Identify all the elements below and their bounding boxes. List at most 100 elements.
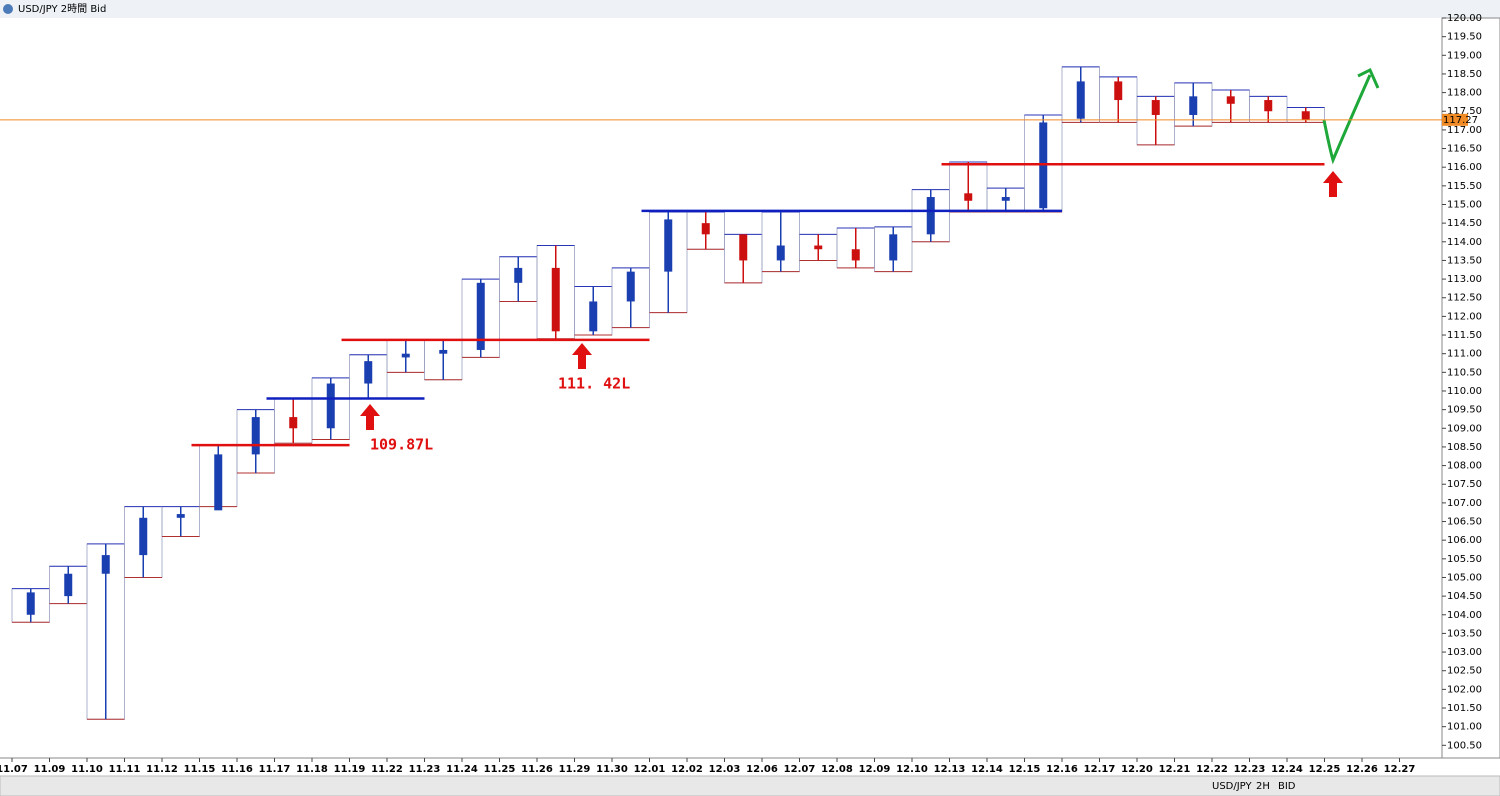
y-tick-label: 106.00 [1447,535,1482,546]
x-tick-label: 12.25 [1309,764,1341,775]
x-tick-label: 12.08 [821,764,853,775]
candle-body [776,245,785,261]
candle-body [1264,100,1273,112]
y-tick-label: 113.00 [1447,274,1482,285]
candle-body [1226,96,1235,104]
candle-body [589,301,598,332]
y-tick-label: 120.00 [1447,13,1482,24]
y-tick-label: 115.50 [1447,181,1482,192]
x-tick-label: 12.13 [934,764,966,775]
candle-body [851,249,860,261]
y-tick-label: 102.00 [1447,684,1482,695]
forecast-arrow-head [1357,67,1380,89]
symbol-select[interactable]: USD/JPY [1212,781,1252,792]
x-tick-label: 12.22 [1196,764,1228,775]
y-tick-label: 101.50 [1447,703,1482,714]
candle-body [514,267,523,283]
candle-body [476,282,485,350]
candle-body [251,417,260,455]
candle-body [139,517,148,556]
candle-body [289,417,298,429]
x-tick-label: 11.09 [34,764,66,775]
y-tick-label: 107.00 [1447,498,1482,509]
y-tick-label: 118.50 [1447,69,1482,80]
candle-body [701,223,710,235]
y-tick-label: 114.00 [1447,237,1482,248]
y-tick-label: 116.00 [1447,162,1482,173]
y-tick-label: 112.00 [1447,311,1482,322]
y-tick-label: 110.50 [1447,367,1482,378]
y-tick-label: 116.50 [1447,144,1482,155]
x-tick-label: 12.03 [709,764,741,775]
candle-body [101,555,110,574]
candle-body [626,271,635,302]
y-tick-label: 104.00 [1447,610,1482,621]
y-tick-label: 109.00 [1447,423,1482,434]
y-tick-label: 110.00 [1447,386,1482,397]
x-tick-label: 11.10 [71,764,103,775]
y-tick-label: 117.00 [1447,125,1482,136]
plot [11,66,1325,720]
x-tick-label: 11.24 [446,764,478,775]
candle-body [739,234,748,261]
title-bar [0,0,1500,18]
candle-body [1001,197,1010,201]
y-tick-label: 103.00 [1447,647,1482,658]
x-tick-label: 12.24 [1271,764,1303,775]
y-tick-label: 109.50 [1447,405,1482,416]
x-tick-label: 11.18 [296,764,328,775]
x-tick-label: 12.07 [784,764,816,775]
y-tick-label: 108.50 [1447,442,1482,453]
x-tick-label: 12.23 [1234,764,1266,775]
y-tick-label: 106.50 [1447,517,1482,528]
x-tick-label: 11.23 [409,764,441,775]
x-tick-label: 11.11 [109,764,141,775]
candle-body [401,353,410,358]
x-tick-label: 12.21 [1159,764,1191,775]
y-tick-label: 111.00 [1447,349,1482,360]
timeframe-select[interactable]: 2H [1256,781,1270,792]
y-tick-label: 105.50 [1447,554,1482,565]
x-tick-label: 11.29 [559,764,591,775]
candle-body [176,514,185,518]
y-tick-label: 119.00 [1447,50,1482,61]
x-tick-label: 12.17 [1084,764,1116,775]
y-tick-label: 111.50 [1447,330,1482,341]
x-tick-label: 11.12 [146,764,178,775]
x-tick-label: 12.09 [859,764,891,775]
x-tick-label: 11.07 [0,764,28,775]
x-tick-label: 11.16 [221,764,253,775]
y-tick-label: 108.00 [1447,461,1482,472]
candle-body [26,592,35,615]
x-tick-label: 12.06 [746,764,778,775]
candle-body [364,361,373,384]
annotation: 109.87L [370,436,433,454]
x-tick-label: 12.27 [1384,764,1416,775]
window-title: USD/JPY 2時間 Bid [18,3,106,15]
arrow-up [1323,171,1343,197]
candle-body [1114,81,1123,101]
y-tick-label: 104.50 [1447,591,1482,602]
candle-body [664,219,673,272]
x-tick-label: 12.15 [1009,764,1041,775]
x-tick-label: 11.19 [334,764,366,775]
forecast-arrow [1322,74,1372,165]
y-tick-label: 117.50 [1447,106,1482,117]
x-tick-label: 12.14 [971,764,1003,775]
toolbar [0,775,1500,796]
price-type-select[interactable]: BID [1278,781,1296,792]
y-tick-label: 100.50 [1447,740,1482,751]
x-tick-label: 12.10 [896,764,928,775]
x-tick-label: 11.15 [184,764,216,775]
y-tick-label: 114.50 [1447,218,1482,229]
annotation: 111. 42L [558,375,630,393]
y-tick-label: 101.00 [1447,722,1482,733]
y-tick-label: 103.50 [1447,628,1482,639]
candle-body [964,193,973,201]
candle-body [439,349,448,354]
x-tick-label: 12.02 [671,764,703,775]
current-price-tag [1442,113,1468,126]
y-tick-label: 113.50 [1447,255,1482,266]
app-icon [3,4,13,14]
